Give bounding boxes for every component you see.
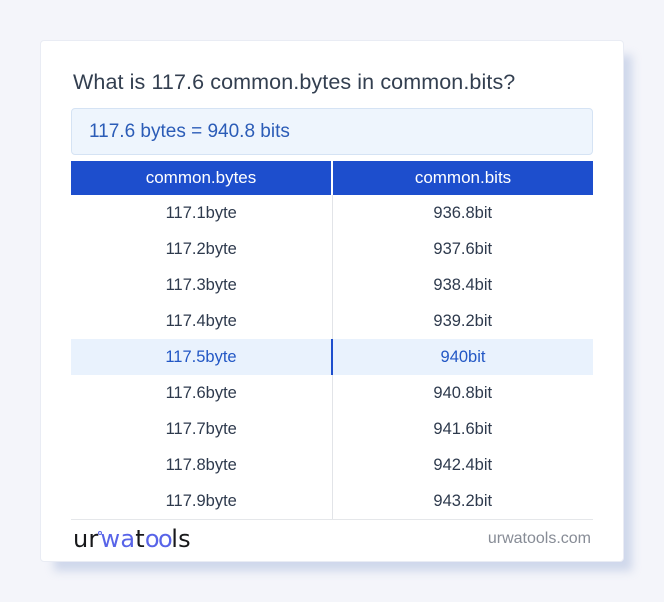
page-title: What is 117.6 common.bytes in common.bit… [73, 70, 516, 94]
logo-text-t: t [135, 525, 145, 553]
logo-text-ur: ur [73, 525, 99, 553]
bits-cell: 940.8bit [331, 375, 594, 411]
bytes-cell: 117.8byte [165, 455, 237, 474]
logo-text-wa: wa [100, 525, 136, 553]
table-row[interactable]: 117.3byte 938.4bit [71, 267, 593, 303]
card-footer: urwatools urwatools.com [71, 521, 593, 561]
table-row[interactable]: 117.7byte 941.6bit [71, 411, 593, 447]
bytes-cell: 117.3byte [165, 275, 237, 294]
table-header-row: common.bytes common.bits [71, 161, 593, 195]
table-row[interactable]: 117.1byte 936.8bit [71, 195, 593, 231]
table-row[interactable]: 117.9byte 943.2bit [71, 483, 593, 519]
converter-card: What is 117.6 common.bytes in common.bit… [40, 40, 624, 562]
bytes-cell: 117.9byte [165, 491, 237, 510]
conversion-table: common.bytes common.bits 117.1byte 936.8… [71, 161, 593, 520]
bits-cell: 937.6bit [331, 231, 594, 267]
bytes-cell: 117.7byte [165, 419, 237, 438]
bits-cell: 939.2bit [331, 303, 594, 339]
logo-text-oo: oo [144, 525, 173, 553]
bytes-cell: 117.2byte [165, 239, 237, 258]
bytes-cell: 117.1byte [165, 203, 237, 222]
table-row-highlighted[interactable]: 117.5byte 940bit [71, 339, 593, 375]
bits-cell: 940bit [331, 339, 593, 375]
column-header-bits: common.bits [333, 161, 593, 195]
bits-cell: 936.8bit [331, 195, 594, 231]
bytes-cell: 117.6byte [165, 383, 237, 402]
urwatools-logo[interactable]: urwatools [73, 527, 191, 551]
bits-cell: 943.2bit [331, 483, 594, 519]
logo-text-ls: ls [171, 525, 191, 553]
bits-cell: 942.4bit [331, 447, 594, 483]
table-row[interactable]: 117.6byte 940.8bit [71, 375, 593, 411]
table-row[interactable]: 117.8byte 942.4bit [71, 447, 593, 483]
bits-cell: 941.6bit [331, 411, 594, 447]
conversion-result-text: 117.6 bytes = 940.8 bits [89, 120, 290, 142]
logo-ring-icon [98, 531, 103, 535]
table-row[interactable]: 117.2byte 937.6bit [71, 231, 593, 267]
table-row[interactable]: 117.4byte 939.2bit [71, 303, 593, 339]
column-header-bytes: common.bytes [71, 161, 331, 195]
site-url: urwatools.com [487, 530, 591, 547]
bytes-cell: 117.4byte [165, 311, 237, 330]
bytes-cell: 117.5byte [165, 347, 237, 366]
conversion-result-box: 117.6 bytes = 940.8 bits [71, 108, 593, 155]
bits-cell: 938.4bit [331, 267, 594, 303]
